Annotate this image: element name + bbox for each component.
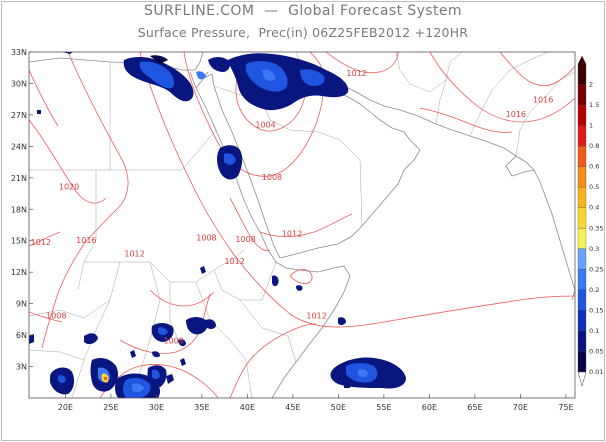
lat-tick-label: 9N [16,300,27,309]
colorbar-label: 0.15 [589,306,603,314]
colorbar-swatch [577,248,587,270]
colorbar-swatch [577,330,587,352]
colorbar-label: 2 [589,81,593,89]
colorbar-swatch [577,63,587,85]
colorbar-top-arrow [577,55,587,65]
lon-tick-label: 50E [331,403,346,412]
isobar-label: 1012 [31,238,51,247]
colorbar-label: 0.25 [589,265,603,273]
colorbar-swatch [577,351,587,373]
lat-tick-label: 18N [11,205,27,214]
colorbar-label: 0.2 [589,286,599,294]
isobar-label: 1016 [533,95,553,104]
colorbar-label: 0.8 [589,142,599,150]
colorbar-swatch [577,310,587,332]
colorbar-label: 1 [589,122,593,130]
lon-tick-label: 75E [558,403,573,412]
product-title: Surface Pressure, Prec(in) 06Z25FEB2012 … [137,25,469,40]
lat-tick-label: 3N [16,363,27,372]
lat-tick-label: 21N [11,174,27,183]
lon-tick-label: 30E [149,403,164,412]
colorbar-bottom-arrow [577,371,587,387]
lon-tick-label: 60E [422,403,437,412]
lon-tick-label: 65E [467,403,482,412]
lon-tick-label: 40E [240,403,255,412]
lon-tick-label: 35E [194,403,209,412]
lon-tick-label: 45E [285,403,300,412]
lat-tick-label: 15N [11,237,27,246]
isobar-label: 1012 [124,249,144,258]
colorbar-label: 0.35 [589,224,603,232]
colorbar-swatch [577,125,587,147]
colorbar-label: 1.5 [589,101,599,109]
brand-title: SURFLINE.COM — Global Forecast System [144,3,462,19]
precipitation-areas [29,52,406,398]
colorbar-label: 0.01 [589,368,603,376]
colorbar-swatch [577,289,587,311]
colorbar-label: 0.6 [589,163,599,171]
plot-area [29,52,575,398]
lon-tick-label: 70E [513,403,528,412]
plot-border [28,51,576,399]
colorbar-swatch [577,145,587,167]
colorbar-swatch [577,166,587,188]
colorbar-swatch [577,269,587,291]
colorbar-swatch [577,207,587,229]
lat-tick-label: 24N [11,142,27,151]
lon-tick-label: 55E [376,403,391,412]
lat-tick-label: 12N [11,268,27,277]
lat-tick-label: 27N [11,111,27,120]
isobar-label: 1016 [506,110,526,119]
isobar-label: 1016 [76,236,96,245]
isobar-label: 1012 [346,69,366,78]
colorbar-label: 0.3 [589,245,599,253]
colorbar-swatch [577,228,587,249]
isobar-label: 1008 [235,235,255,244]
lon-tick-label: 25E [103,403,118,412]
colorbar-label: 0.1 [589,327,599,335]
isobar-label: 1012 [224,257,244,266]
country-borders [29,52,575,398]
isobar-label: 1012 [306,311,326,320]
latitude-axis: 33N 30N 27N 24N 21N 18N 15N 12N 9N 6N 3N [11,48,33,372]
isobar-label: 1008 [164,336,184,345]
colorbar-swatch [577,84,587,106]
precip-colorbar: 2 1.5 1 0.8 0.6 0.5 0.4 0.35 0.3 0.25 0.2 0.15 0.1 0.… [577,55,603,387]
lon-tick-label: 20E [58,403,73,412]
isobar-label: 1020 [59,182,79,191]
longitude-axis: 20E 25E 30E 35E 40E 45E 50E 55E 60E 65E 70E 75E [58,394,574,412]
isobars [29,52,575,398]
colorbar-swatch [577,104,587,126]
isobar-labels: 1012 1016 1016 1004 1008 1020 1012 1016 1008 1008… [31,69,554,345]
colorbar-label: 0.4 [589,204,599,212]
isobar-label: 1008 [262,173,282,182]
colorbar-swatch [577,187,587,208]
isobar-label: 1012 [282,230,302,239]
isobar-label: 1004 [255,120,275,129]
isobar-label: 1008 [46,311,66,320]
lat-tick-label: 30N [11,79,27,88]
lat-tick-label: 6N [16,331,27,340]
colorbar-label: 0.05 [589,347,603,355]
colorbar-label: 0.5 [589,183,599,191]
lat-tick-label: 33N [11,48,27,57]
isobar-label: 1008 [196,234,216,243]
